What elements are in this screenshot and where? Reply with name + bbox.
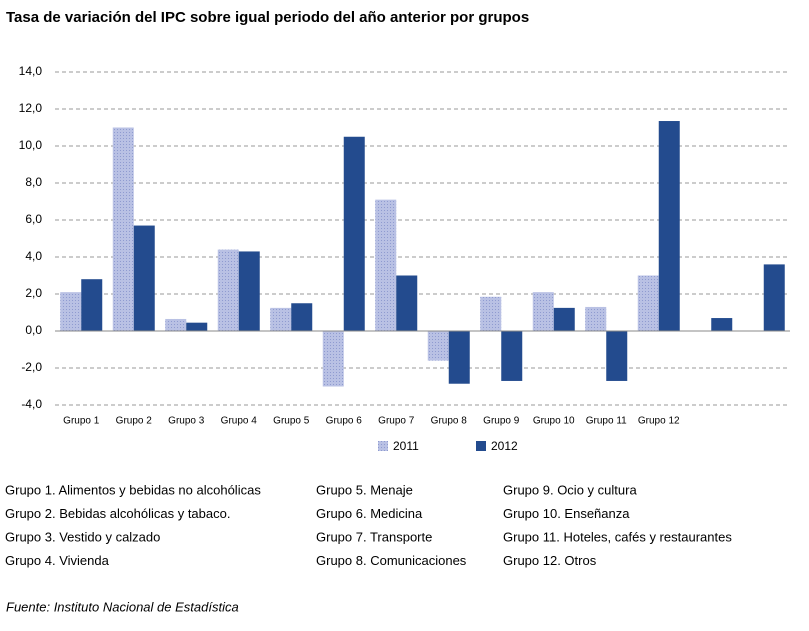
y-tick-label: 14,0	[19, 64, 43, 78]
legend-swatch	[378, 441, 388, 451]
bar	[238, 251, 260, 331]
bar	[501, 331, 523, 381]
bar	[606, 331, 628, 381]
y-tick-label: 2,0	[25, 286, 42, 300]
group-note: Grupo 8. Comunicaciones	[316, 553, 467, 568]
bar	[81, 279, 103, 331]
bar	[763, 264, 785, 331]
x-tick-label: Grupo 12	[638, 416, 680, 427]
y-tick-label: 6,0	[25, 212, 42, 226]
group-note: Grupo 6. Medicina	[316, 506, 423, 521]
y-tick-label: -4,0	[21, 397, 42, 411]
bar	[448, 331, 470, 384]
group-note: Grupo 11. Hoteles, cafés y restaurantes	[503, 529, 732, 544]
chart-title: Tasa de variación del IPC sobre igual pe…	[6, 9, 529, 26]
bar	[427, 331, 449, 361]
bar	[585, 306, 607, 331]
bar	[396, 275, 418, 331]
x-tick-label: Grupo 5	[273, 416, 310, 427]
x-tick-label: Grupo 1	[63, 416, 100, 427]
bar	[217, 249, 239, 331]
group-note: Grupo 12. Otros	[503, 553, 597, 568]
group-note: Grupo 4. Vivienda	[5, 553, 110, 568]
y-tick-label: 0,0	[25, 323, 42, 337]
bar	[532, 292, 554, 331]
group-note: Grupo 10. Enseñanza	[503, 506, 630, 521]
group-note: Grupo 7. Transporte	[316, 529, 432, 544]
x-tick-label: Grupo 8	[431, 416, 468, 427]
x-tick-label: Grupo 11	[586, 416, 627, 427]
y-tick-label: 4,0	[25, 249, 42, 263]
x-tick-label: Grupo 7	[378, 416, 415, 427]
bar	[711, 318, 733, 331]
bar	[375, 199, 397, 331]
group-note: Grupo 9. Ocio y cultura	[503, 482, 637, 497]
bar	[637, 275, 659, 331]
bar	[133, 225, 155, 331]
group-note: Grupo 1. Alimentos y bebidas no alcohóli…	[5, 482, 261, 497]
bar	[165, 318, 187, 331]
bar	[291, 303, 313, 331]
x-tick-label: Grupo 6	[326, 416, 363, 427]
x-tick-label: Grupo 10	[533, 416, 575, 427]
bar	[186, 322, 208, 331]
group-note: Grupo 3. Vestido y calzado	[5, 529, 160, 544]
bar	[553, 307, 575, 331]
x-tick-label: Grupo 4	[221, 416, 258, 427]
y-tick-label: 12,0	[19, 101, 43, 115]
x-tick-label: Grupo 2	[116, 416, 153, 427]
legend-swatch	[476, 441, 486, 451]
bar	[322, 331, 344, 387]
legend-label: 2011	[393, 439, 419, 453]
legend-label: 2012	[491, 439, 518, 453]
x-tick-label: Grupo 9	[483, 416, 520, 427]
y-tick-label: 8,0	[25, 175, 42, 189]
x-tick-label: Grupo 3	[168, 416, 205, 427]
bar	[270, 307, 292, 331]
bar	[343, 136, 365, 331]
y-tick-label: 10,0	[19, 138, 43, 152]
bar	[480, 296, 502, 331]
y-tick-label: -2,0	[21, 360, 42, 374]
bar	[658, 121, 680, 332]
group-note: Grupo 5. Menaje	[316, 482, 413, 497]
bar	[112, 127, 134, 331]
source: Fuente: Instituto Nacional de Estadístic…	[6, 599, 239, 614]
bar	[60, 292, 82, 331]
group-note: Grupo 2. Bebidas alcohólicas y tabaco.	[5, 506, 230, 521]
